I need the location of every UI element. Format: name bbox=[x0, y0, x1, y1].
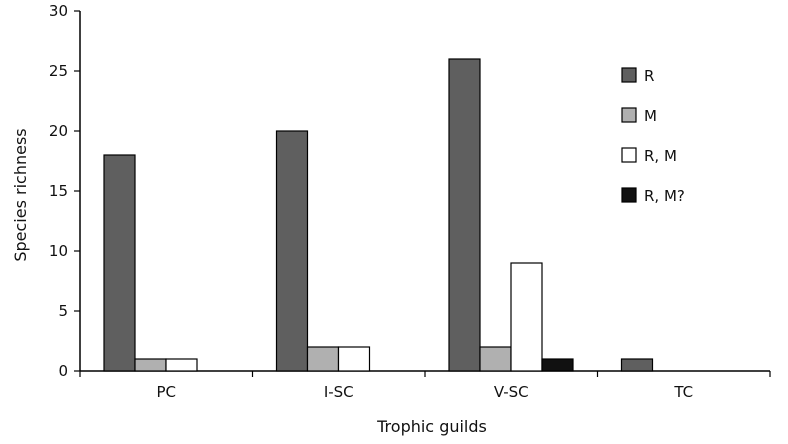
y-tick-label: 30 bbox=[49, 2, 68, 20]
legend-swatch bbox=[621, 187, 637, 203]
bar bbox=[275, 130, 309, 372]
legend-swatch bbox=[621, 107, 637, 123]
x-tick-label: TC bbox=[673, 383, 693, 401]
y-tick-label: 10 bbox=[49, 242, 68, 260]
y-tick-label: 15 bbox=[49, 182, 68, 200]
legend: R M R, M R, M? bbox=[621, 67, 685, 205]
legend-label: R, M? bbox=[644, 187, 685, 205]
x-tick-label: I-SC bbox=[324, 383, 354, 401]
legend-label: M bbox=[644, 107, 657, 125]
legend-swatch bbox=[621, 67, 637, 83]
bar bbox=[306, 346, 340, 372]
x-axis-title: Trophic guilds bbox=[376, 417, 487, 436]
bar bbox=[479, 346, 512, 372]
x-axis: PC I-SC V-SC TC bbox=[79, 370, 771, 401]
y-axis-title: Species richness bbox=[11, 128, 30, 261]
legend-label: R bbox=[644, 67, 654, 85]
bar bbox=[337, 346, 371, 372]
y-tick-label: 20 bbox=[49, 122, 68, 140]
bar bbox=[448, 58, 481, 372]
bar bbox=[165, 358, 198, 372]
y-tick-label: 5 bbox=[58, 302, 68, 320]
bar bbox=[134, 358, 167, 372]
bar bbox=[103, 154, 136, 372]
y-tick-label: 25 bbox=[49, 62, 68, 80]
legend-swatch bbox=[621, 147, 637, 163]
legend-label: R, M bbox=[644, 147, 677, 165]
bar bbox=[510, 262, 543, 372]
bar bbox=[541, 358, 574, 372]
x-tick-label: PC bbox=[156, 383, 176, 401]
y-tick-label: 0 bbox=[58, 362, 68, 380]
bar bbox=[620, 358, 654, 372]
y-axis: 0 5 10 15 20 25 30 bbox=[49, 2, 81, 380]
x-tick-label: V-SC bbox=[494, 383, 529, 401]
bars bbox=[103, 58, 654, 372]
